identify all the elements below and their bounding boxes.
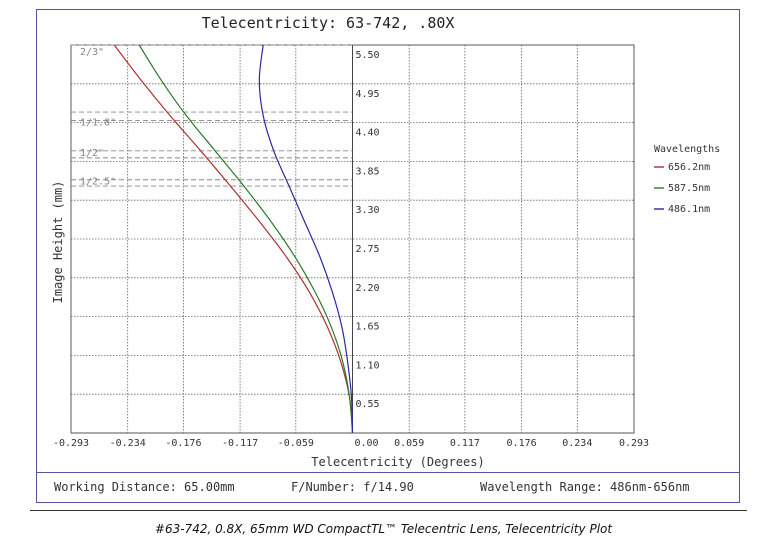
grid [70,44,635,434]
x-axis-label: Telecentricity (Degrees) [311,455,484,469]
y-axis-label: Image Height (mm) [51,181,65,304]
x-tick-label: 0.234 [562,438,592,449]
series-line-656.2nm [113,44,354,434]
chart-frame [36,9,740,473]
y-tick-label: 2.20 [356,283,380,294]
x-tick-label: 0.059 [394,438,424,449]
y-tick-label: 1.10 [356,360,380,371]
x-tick-label: 0.293 [619,438,649,449]
y-tick-label: 0.55 [356,399,380,410]
legend-label: 656.2nm [668,162,710,173]
sensor-marker-label: 1/2.5" [80,177,116,188]
legend-label: 587.5nm [668,183,710,194]
sensor-marker-label: 1/2" [80,148,104,159]
series-line-486.1nm [258,44,354,434]
x-tick-label: 0.117 [450,438,480,449]
legend-label: 486.1nm [668,204,710,215]
x-tick-label: -0.176 [165,438,201,449]
x-tick-label: 0.176 [507,438,537,449]
sensor-marker-label: 1/1.8" [80,117,116,128]
series-line-587.5nm [138,44,354,434]
series-lines [113,44,354,434]
sensor-marker-label: 2/3" [80,47,104,58]
working-distance-text: Working Distance: 65.00mm [54,480,235,494]
x-tick-label: -0.059 [278,438,314,449]
figure-caption: #63-742, 0.8X, 65mm WD CompactTL™ Telece… [154,522,613,536]
y-tick-label: 4.95 [356,89,380,100]
wavelength-range-text: Wavelength Range: 486nm-656nm [480,480,690,494]
x-tick-label: -0.117 [222,438,258,449]
chart-title: Telecentricity: 63-742, .80X [202,14,455,32]
sensor-markers: 2/3" 1/1.8" 1/2" 1/2.5" [71,44,353,188]
y-tick-label: 2.75 [356,244,380,255]
y-tick-labels: 0.55 1.10 1.65 2.20 2.75 3.30 3.85 4.40 4.95 5.50 [356,50,380,410]
footer-panel [36,473,740,503]
f-number-text: F/Number: f/14.90 [291,480,414,494]
y-tick-label: 4.40 [356,128,380,139]
y-tick-label: 1.65 [356,322,380,333]
y-tick-label: 3.85 [356,166,380,177]
legend: Wavelengths 656.2nm 587.5nm 486.1nm [654,144,720,215]
x-tick-label: -0.293 [53,438,89,449]
legend-title: Wavelengths [654,144,720,155]
x-tick-label: 0.00 [355,438,379,449]
y-tick-label: 3.30 [356,205,380,216]
x-tick-label: -0.234 [110,438,146,449]
x-tick-labels: -0.293 -0.234 -0.176 -0.117 -0.059 0.00 0.059 0… [53,438,649,449]
caption-divider [30,510,747,511]
y-tick-label: 5.50 [356,50,380,61]
